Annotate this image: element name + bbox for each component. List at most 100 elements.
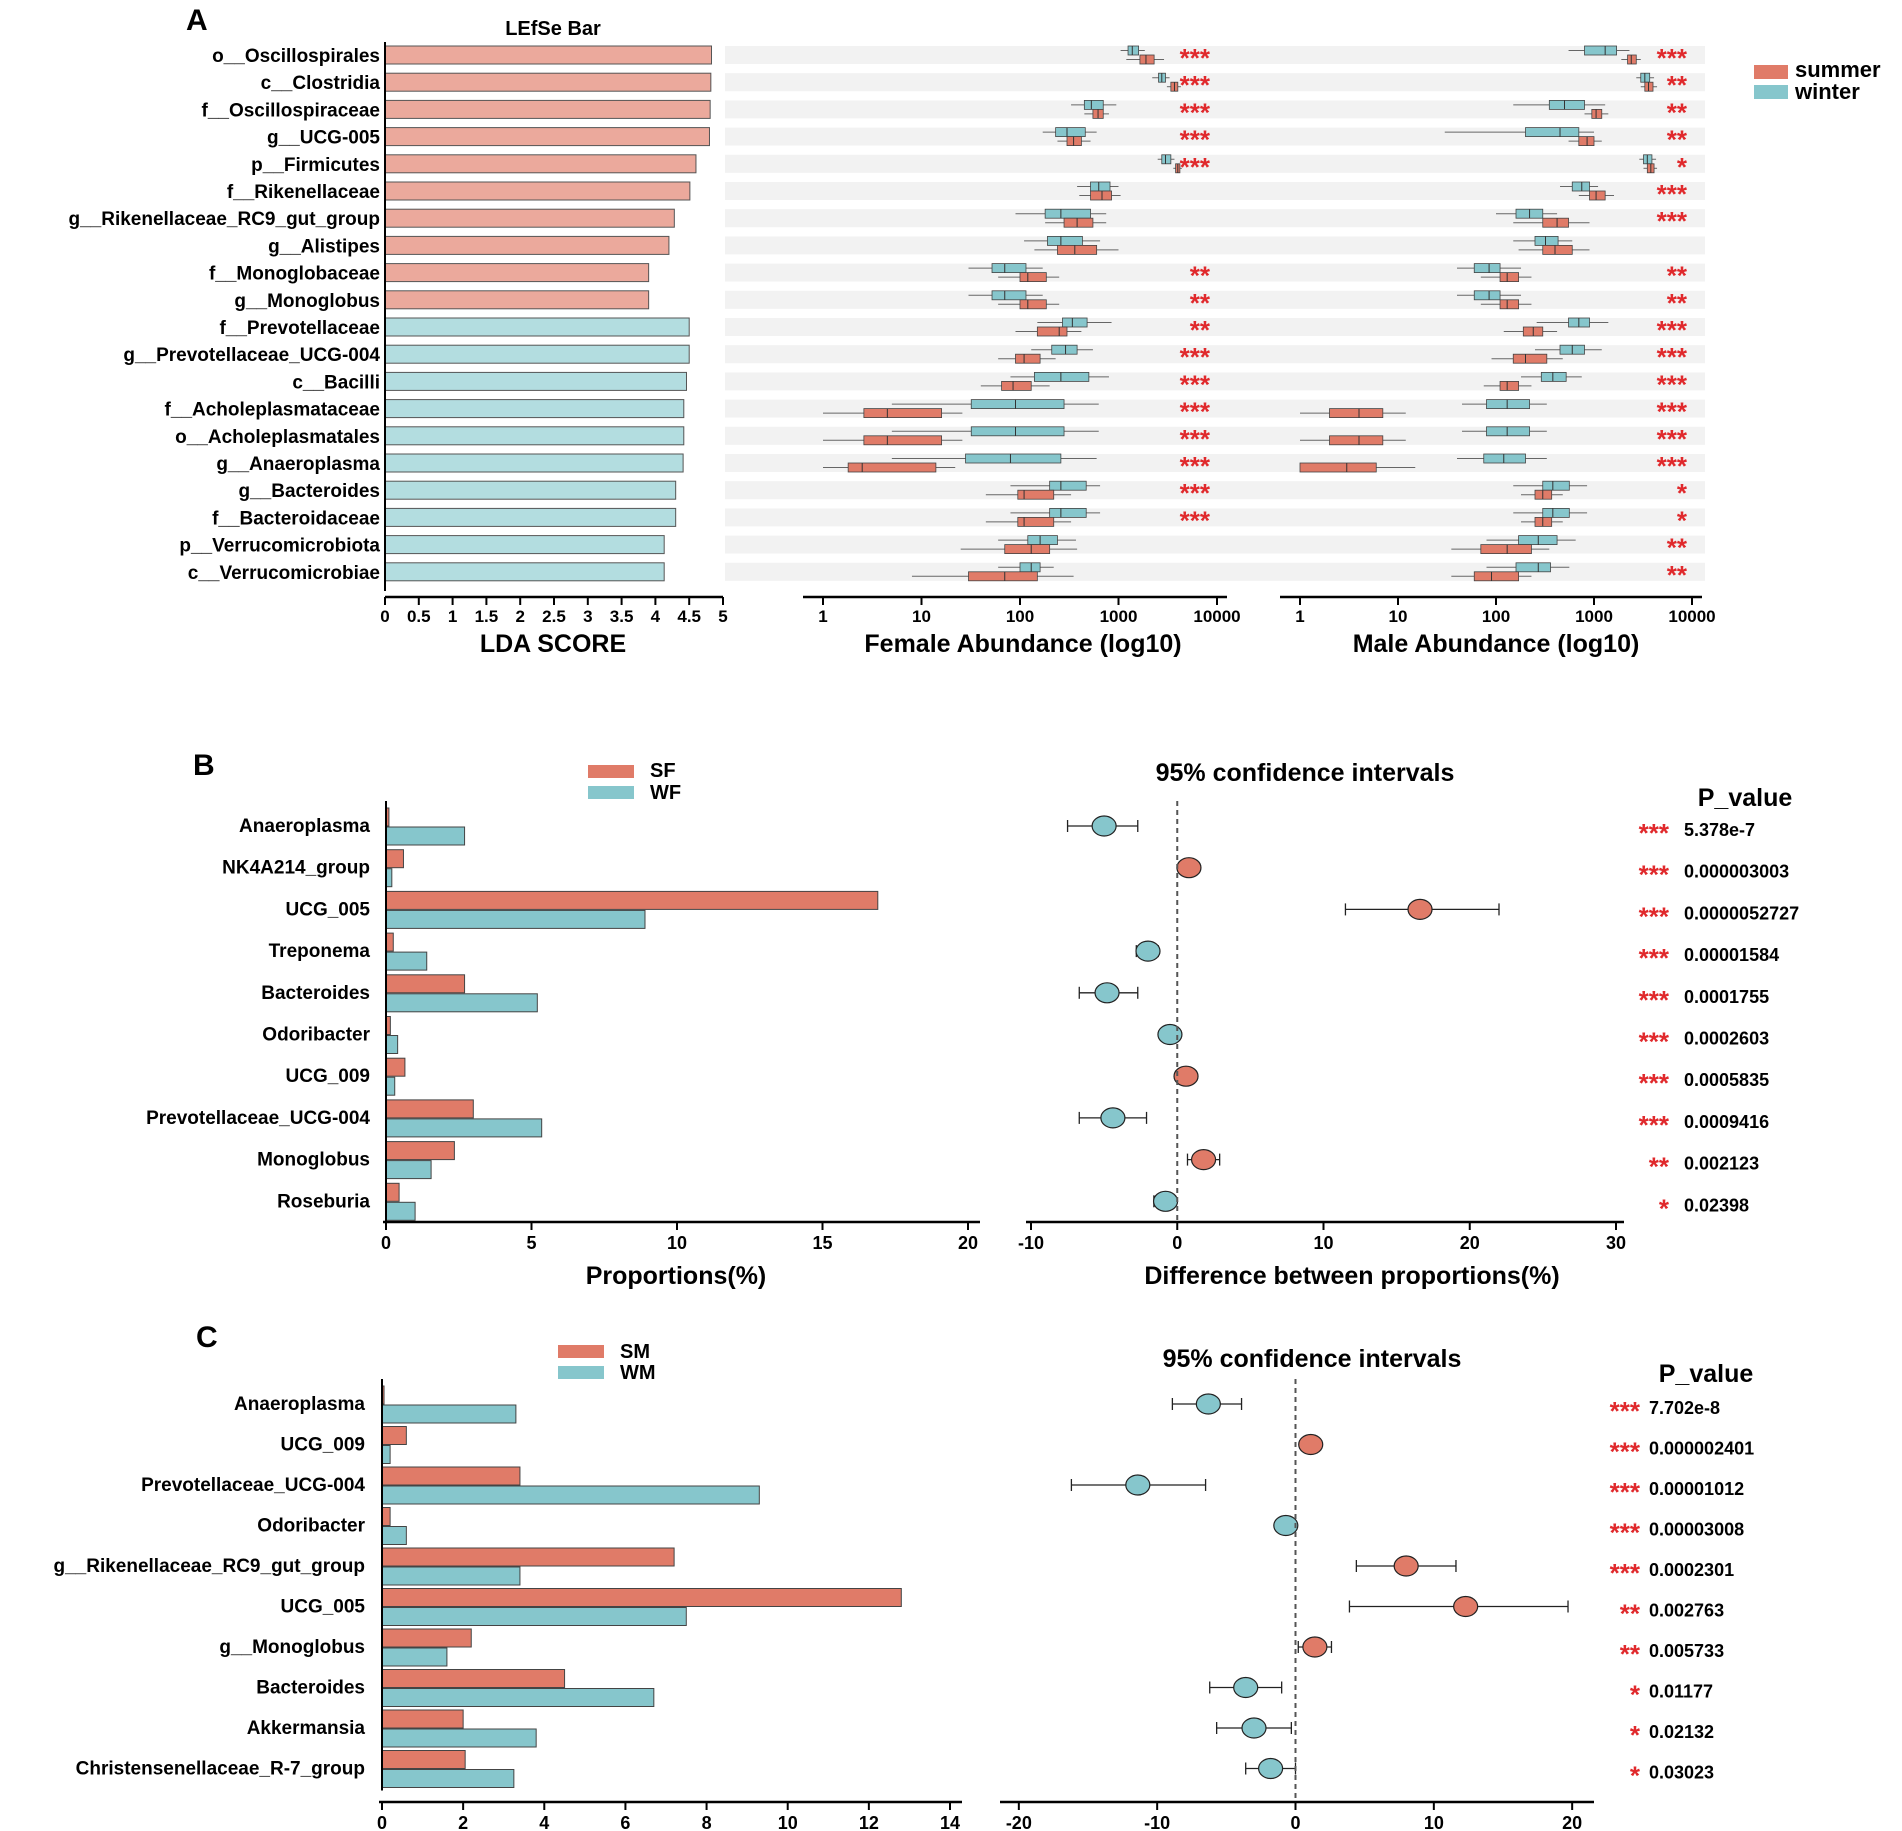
taxon-label-g-monoglobus: g__Monoglobus bbox=[234, 291, 380, 312]
b-diff-point-treponema bbox=[1135, 940, 1161, 962]
male-summer-box-f-acholeplasmataceae bbox=[1329, 408, 1384, 419]
taxon-label-c-bacilli: c__Bacilli bbox=[292, 372, 380, 393]
c-bar-tick-label-5: 10 bbox=[778, 1813, 798, 1831]
b-diff-point-prevotellaceae-ucg-004 bbox=[1100, 1107, 1126, 1129]
ci-title-b: 95% confidence intervals bbox=[1156, 759, 1455, 787]
female-tick-label-1: 10 bbox=[912, 607, 931, 626]
c-diff-point-bacteroides bbox=[1233, 1676, 1259, 1699]
female-summer-box-f-prevotellaceae bbox=[1036, 326, 1068, 337]
c-bar-tick-label-6: 12 bbox=[859, 1813, 879, 1831]
male-significance-f-monoglobaceae: ** bbox=[1667, 261, 1688, 291]
lda-bar-p-firmicutes bbox=[384, 154, 697, 174]
c-category-label-anaeroplasma: Anaeroplasma bbox=[234, 1394, 365, 1415]
c-bar-sm-christensenellaceae-r-7-group bbox=[381, 1750, 466, 1769]
male-summer-box-f-rikenellaceae bbox=[1589, 190, 1606, 201]
taxon-label-g-ucg-005: g__UCG-005 bbox=[267, 128, 380, 149]
female-winter-box-f-acholeplasmataceae bbox=[970, 399, 1065, 410]
c-p-value-g-rikenellaceae-rc9-gut-group: 0.0002301 bbox=[1649, 1560, 1734, 1580]
c-diff-point-prevotellaceae-ucg-004 bbox=[1125, 1474, 1151, 1496]
lda-bar-g-rikenellaceae-rc9-gut-group bbox=[384, 208, 675, 228]
row-stripe-f-prevotellaceae bbox=[725, 318, 1705, 336]
c-p-value-christensenellaceae-r-7-group: 0.03023 bbox=[1649, 1763, 1714, 1783]
row-stripe-c-clostridia bbox=[725, 73, 1705, 92]
c-bar-tick-label-2: 4 bbox=[539, 1813, 549, 1831]
legend-summer-label: summer bbox=[1795, 57, 1881, 82]
male-significance-c-clostridia: ** bbox=[1667, 70, 1688, 100]
b-bar-sf-monoglobus bbox=[385, 1141, 455, 1161]
c-p-value-ucg-009: 0.000002401 bbox=[1649, 1439, 1754, 1459]
male-winter-box-c-bacilli bbox=[1540, 371, 1567, 382]
c-bar-wm-anaeroplasma bbox=[381, 1404, 517, 1424]
c-significance-ucg-005: ** bbox=[1620, 1599, 1641, 1629]
female-winter-box-f-bacteroidaceae bbox=[1049, 507, 1087, 518]
male-summer-box-g-anaeroplasma bbox=[1299, 462, 1377, 473]
legend-winter-swatch bbox=[1754, 85, 1788, 99]
lefse-title: LEfSe Bar bbox=[505, 18, 601, 40]
female-significance-g-ucg-005: *** bbox=[1180, 125, 1211, 155]
b-diff-point-ucg-005 bbox=[1407, 898, 1433, 921]
b-ci-tick-label-3: 20 bbox=[1460, 1233, 1480, 1253]
male-winter-box-o-acholeplasmatales bbox=[1486, 426, 1530, 437]
b-diff-point-bacteroides bbox=[1094, 982, 1120, 1004]
b-p-value-bacteroides: 0.0001755 bbox=[1684, 987, 1769, 1007]
b-bar-tick-label-4: 20 bbox=[958, 1233, 978, 1253]
male-tick-label-2: 100 bbox=[1482, 607, 1510, 626]
male-winter-box-g-anaeroplasma bbox=[1483, 453, 1526, 464]
difference-axis-title-b: Difference between proportions(%) bbox=[1144, 1262, 1559, 1290]
male-significance-f-bacteroidaceae: * bbox=[1677, 505, 1688, 535]
female-significance-p-firmicutes: *** bbox=[1180, 152, 1211, 182]
b-bar-wf-ucg-005 bbox=[385, 909, 646, 929]
male-summer-box-g-rikenellaceae-rc9-gut-group bbox=[1542, 217, 1569, 228]
legend-wf-label: WF bbox=[650, 782, 681, 804]
male-summer-box-g-monoglobus bbox=[1499, 299, 1519, 310]
ci-title-c: 95% confidence intervals bbox=[1163, 1345, 1462, 1373]
b-category-label-treponema: Treponema bbox=[269, 941, 371, 962]
female-winter-box-f-oscillospiraceae bbox=[1083, 100, 1104, 110]
b-bar-sf-roseburia bbox=[385, 1182, 400, 1202]
lda-tick-label-6: 3 bbox=[583, 607, 592, 626]
lda-tick-label-10: 5 bbox=[718, 607, 727, 626]
b-category-label-monoglobus: Monoglobus bbox=[257, 1150, 370, 1171]
c-bar-wm-akkermansia bbox=[381, 1728, 537, 1748]
c-diff-point-anaeroplasma bbox=[1195, 1393, 1221, 1415]
c-p-value-bacteroides: 0.01177 bbox=[1649, 1682, 1713, 1702]
female-tick-label-4: 10000 bbox=[1193, 607, 1240, 626]
b-ci-tick-label-0: -10 bbox=[1018, 1233, 1044, 1253]
c-diff-point-ucg-005 bbox=[1453, 1595, 1479, 1618]
lda-bar-c-bacilli bbox=[384, 371, 687, 391]
female-summer-box-g-ucg-005 bbox=[1066, 136, 1082, 147]
b-bar-wf-anaeroplasma bbox=[385, 826, 466, 846]
male-summer-box-g-prevotellaceae-ucg-004 bbox=[1512, 353, 1548, 364]
legend-winter-label: winter bbox=[1794, 79, 1860, 104]
lda-tick-label-1: 0.5 bbox=[407, 607, 431, 626]
c-diff-point-akkermansia bbox=[1241, 1717, 1267, 1739]
lda-bar-g-alistipes bbox=[384, 235, 670, 255]
c-bar-tick-label-0: 0 bbox=[377, 1813, 387, 1831]
male-significance-f-rikenellaceae: *** bbox=[1657, 179, 1688, 209]
proportions-axis-title-b: Proportions(%) bbox=[586, 1262, 767, 1290]
b-bar-sf-nk4a214-group bbox=[385, 849, 404, 869]
female-significance-g-bacteroides: *** bbox=[1180, 478, 1211, 508]
row-stripe-f-oscillospiraceae bbox=[725, 100, 1705, 119]
c-category-label-christensenellaceae-r-7-group: Christensenellaceae_R-7_group bbox=[76, 1759, 365, 1780]
b-significance-monoglobus: ** bbox=[1649, 1152, 1670, 1182]
b-bar-tick-label-3: 15 bbox=[812, 1233, 832, 1253]
male-tick-label-1: 10 bbox=[1389, 607, 1408, 626]
female-significance-g-anaeroplasma: *** bbox=[1180, 451, 1211, 481]
male-tick-label-4: 10000 bbox=[1668, 607, 1715, 626]
c-bar-sm-odoribacter bbox=[381, 1507, 391, 1526]
male-significance-g-rikenellaceae-rc9-gut-group: *** bbox=[1657, 206, 1688, 236]
male-summer-box-o-oscillospirales bbox=[1627, 54, 1637, 65]
male-significance-f-oscillospiraceae: ** bbox=[1667, 97, 1688, 127]
b-bar-wf-monoglobus bbox=[385, 1160, 432, 1180]
c-significance-prevotellaceae-ucg-004: *** bbox=[1610, 1477, 1641, 1507]
taxon-label-f-acholeplasmataceae: f__Acholeplasmataceae bbox=[165, 400, 380, 421]
b-significance-ucg-009: *** bbox=[1639, 1068, 1670, 1098]
b-bar-wf-prevotellaceae-ucg-004 bbox=[385, 1118, 543, 1138]
female-summer-box-g-monoglobus bbox=[1019, 299, 1047, 310]
row-stripe-f-rikenellaceae bbox=[725, 182, 1705, 200]
male-significance-g-ucg-005: ** bbox=[1667, 125, 1688, 155]
female-axis-title: Female Abundance (log10) bbox=[864, 630, 1181, 658]
row-stripe-g-monoglobus bbox=[725, 290, 1705, 309]
